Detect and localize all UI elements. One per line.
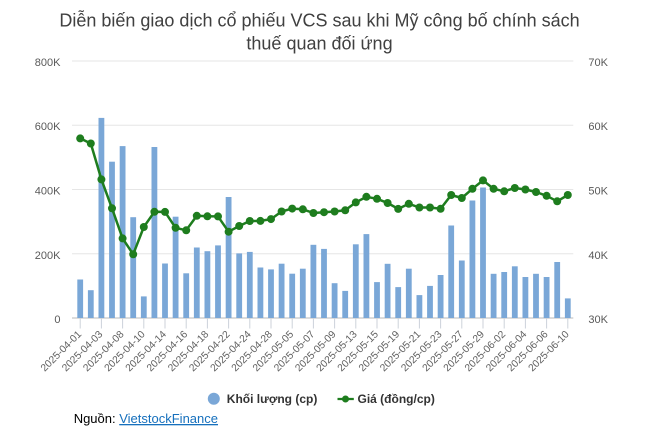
svg-text:600K: 600K — [35, 121, 61, 133]
svg-text:Giá (đồng/cp): Giá (đồng/cp) — [358, 392, 435, 406]
svg-text:30K: 30K — [588, 314, 608, 326]
svg-text:thuế quan đối ứng: thuế quan đối ứng — [246, 34, 392, 54]
svg-text:Khối lượng (cp): Khối lượng (cp) — [227, 392, 318, 406]
svg-text:50K: 50K — [588, 186, 608, 198]
svg-text:400K: 400K — [35, 186, 61, 198]
svg-text:0: 0 — [54, 314, 60, 326]
svg-text:60K: 60K — [588, 121, 608, 133]
svg-text:40K: 40K — [588, 250, 608, 262]
svg-text:800K: 800K — [35, 57, 61, 69]
svg-text:70K: 70K — [588, 57, 608, 69]
svg-text:200K: 200K — [35, 250, 61, 262]
svg-text:Nguồn: VietstockFinance: Nguồn: VietstockFinance — [74, 411, 218, 426]
svg-text:Diễn biến giao dịch cổ phiếu V: Diễn biến giao dịch cổ phiếu VCS sau khi… — [59, 10, 579, 31]
